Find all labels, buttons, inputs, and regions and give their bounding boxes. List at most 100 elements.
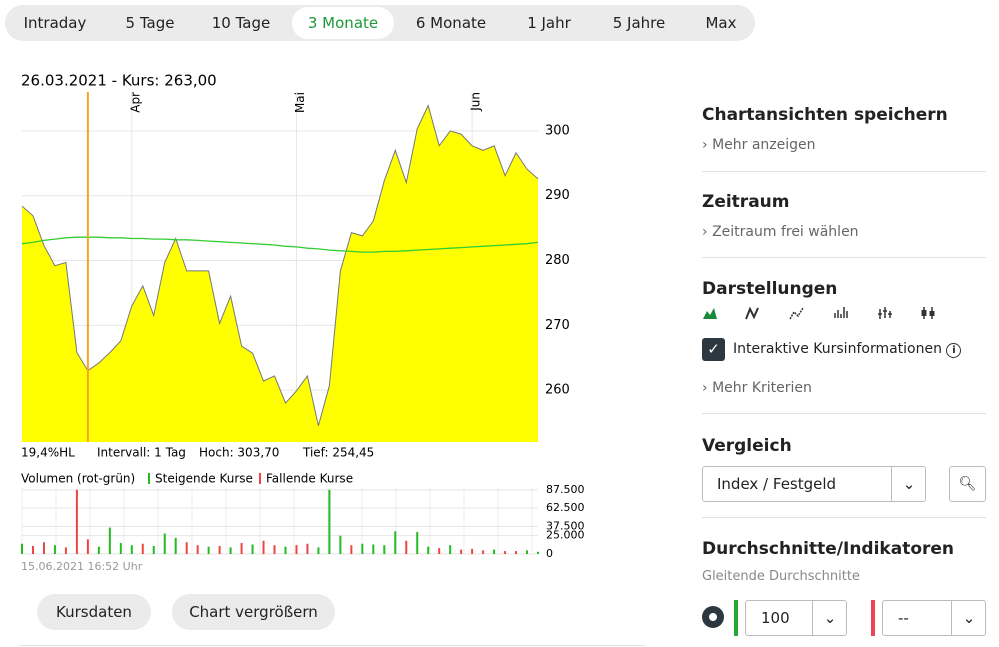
link-text: Mehr anzeigen [712, 137, 816, 153]
button[interactable]: Kursdaten [37, 594, 151, 630]
icon-candle[interactable] [929, 311, 935, 316]
volume-bar [42, 542, 45, 554]
search-button[interactable]: 🔍︎ [949, 466, 986, 502]
section-title: Durchschnitte/Indikatoren [702, 539, 955, 559]
legend-swatch [259, 473, 261, 484]
volume-bar [97, 546, 100, 554]
icon-dots[interactable] [789, 307, 804, 320]
divider [702, 517, 986, 518]
section-title: Zeitraum [702, 192, 790, 212]
divider [702, 257, 986, 258]
volume-bar [273, 545, 276, 554]
divider [20, 645, 645, 646]
volume-bar [262, 540, 265, 554]
checkbox[interactable]: ✓ [702, 338, 725, 361]
y-tick-label: 300 [545, 123, 570, 138]
tab[interactable]: Intraday [23, 14, 87, 32]
y-tick-label: 0 [546, 547, 553, 560]
select[interactable]: 100 ⌄ [745, 600, 847, 636]
volume-bar [21, 543, 23, 554]
icon-line[interactable] [745, 306, 759, 320]
y-tick-label: 270 [545, 318, 570, 333]
link[interactable]: › Zeitraum frei wählen [702, 224, 859, 240]
volume-bar [394, 531, 397, 554]
tab[interactable]: 6 Monate [415, 14, 487, 32]
link[interactable]: › Mehr anzeigen [702, 137, 816, 153]
volume-bar [350, 545, 353, 554]
subtitle: Gleitende Durchschnitte [702, 569, 860, 584]
volume-bar [152, 545, 155, 554]
link-text: Mehr Kriterien [712, 380, 812, 396]
radio[interactable] [702, 606, 724, 628]
volume-bar [130, 545, 133, 554]
tab[interactable]: Max [705, 14, 737, 32]
volume-bar [339, 535, 342, 554]
select-arrow: ⌄ [951, 601, 986, 635]
legend-label: Fallende Kurse [266, 472, 353, 486]
volume-bar [526, 550, 529, 554]
x-tick-label: Jun [469, 92, 483, 112]
volume-bar [471, 548, 474, 554]
tab[interactable]: 3 Monate [291, 7, 395, 39]
y-tick-label: 280 [545, 253, 570, 268]
timestamp: 15.06.2021 16:52 Uhr [21, 560, 143, 573]
volume-bar [537, 551, 539, 554]
x-tick-label: Apr [128, 92, 142, 113]
y-tick-label: 62.500 [546, 501, 585, 514]
checkbox-text: Interaktive Kursinformationen [733, 341, 942, 357]
tab[interactable]: 10 Tage [211, 14, 271, 32]
icon-ohlc[interactable] [834, 307, 848, 318]
y-tick-label: 25.000 [546, 529, 585, 542]
link[interactable]: › Mehr Kriterien [702, 380, 812, 396]
y-tick-label: 37.500 [546, 520, 585, 533]
link-text: Zeitraum frei wählen [712, 224, 859, 240]
icon-candle[interactable] [921, 310, 927, 316]
select[interactable]: -- ⌄ [882, 600, 986, 636]
volume-bar [372, 544, 375, 554]
legend-swatch [148, 473, 150, 484]
volume-bar [141, 543, 144, 554]
stat: Intervall: 1 Tag [97, 446, 186, 460]
volume-bar [185, 542, 188, 554]
volume-bar [416, 532, 419, 554]
select-text: 100 [761, 609, 790, 627]
divider [702, 171, 986, 172]
section-title: Vergleich [702, 436, 792, 456]
volume-bar [207, 546, 210, 554]
volume-bar [119, 543, 122, 554]
volume-bar [317, 547, 320, 554]
select-arrow: ⌄ [812, 601, 847, 635]
button[interactable]: Chart vergrößern [172, 594, 335, 630]
volume-bar [108, 527, 111, 554]
volume-bar [251, 544, 254, 554]
volume-bar [196, 545, 199, 554]
tab[interactable]: 5 Jahre [612, 14, 666, 32]
checkbox-label[interactable]: Interaktive Kursinformationen i [733, 341, 962, 358]
tab-bar: Intraday 5 Tage 10 Tage 3 Monate 6 Monate 1 J… [5, 5, 755, 41]
volume-bar [174, 537, 177, 554]
volume-bar [86, 539, 89, 554]
select[interactable]: Index / Festgeld ⌄ [702, 466, 926, 502]
volume-bar [493, 549, 496, 554]
price-line [21, 104, 539, 426]
volume-bar [306, 543, 309, 554]
tab[interactable]: 5 Tage [125, 14, 175, 32]
section-title: Chartansichten speichern [702, 105, 948, 125]
tab[interactable]: 1 Jahr [527, 14, 571, 32]
volume-bar [328, 489, 331, 554]
icon-area[interactable] [703, 308, 717, 319]
volume-bar [438, 548, 441, 554]
x-tick-label: Mai [293, 92, 307, 113]
volume-bar [218, 545, 221, 554]
chart-type-icons[interactable] [700, 302, 945, 322]
volume-bar [31, 545, 34, 554]
volume-bar [284, 546, 287, 554]
volume-bar [240, 543, 243, 554]
icon-bars[interactable] [878, 307, 892, 319]
info-icon[interactable]: i [946, 343, 962, 358]
volume-bar [295, 545, 298, 554]
average-line [21, 236, 539, 253]
volume-bar [64, 547, 67, 554]
select-text: -- [898, 609, 909, 627]
